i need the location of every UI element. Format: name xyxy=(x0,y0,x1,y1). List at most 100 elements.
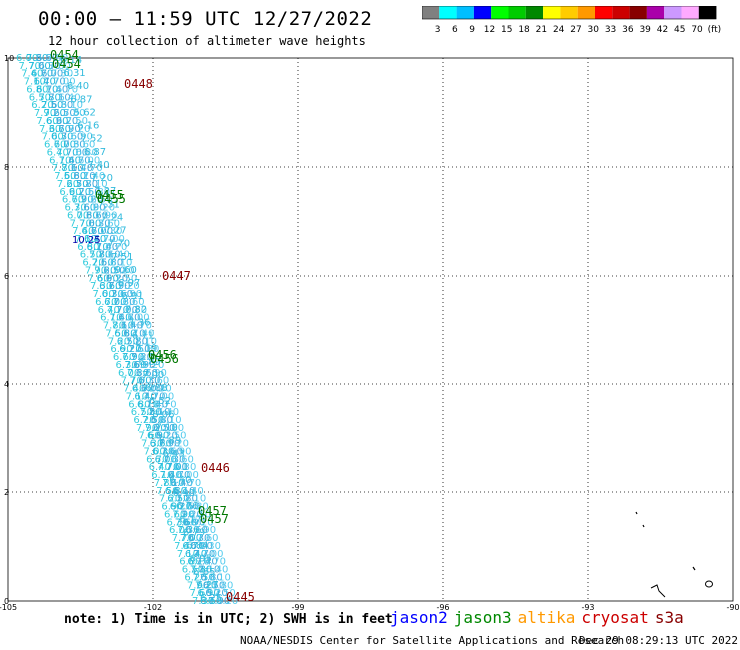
coastline-fragments xyxy=(635,511,713,598)
track-point: 6.80 xyxy=(64,171,86,182)
track-point: 6.50 xyxy=(80,250,102,261)
track-point: 6.20 xyxy=(170,502,192,513)
track-point: 6.00 xyxy=(191,541,213,552)
track-point: 7.00 xyxy=(103,234,125,245)
track-point: 7.70 xyxy=(157,462,179,473)
track-point: 7.20 xyxy=(44,108,66,119)
track-reading: 6.17 xyxy=(180,514,202,525)
track-point: 7.70 xyxy=(80,163,102,174)
track-reading: 6.14 xyxy=(60,55,82,66)
track-point: 7.10 xyxy=(135,336,157,347)
track-reading: 7.82 xyxy=(125,304,147,315)
track-point: 7.20 xyxy=(167,439,189,450)
track-reading: 6.40 xyxy=(67,81,89,92)
track-reading: 7.24 xyxy=(101,212,123,223)
track-point: 6.60 xyxy=(86,210,108,221)
track-point: 7.80 xyxy=(103,321,125,332)
track-point: 7.10 xyxy=(177,549,199,560)
track-point: 7.00 xyxy=(116,305,138,316)
generated-date: Dec 29 08:29:13 UTC 2022 xyxy=(579,634,738,647)
track-point: 6.00 xyxy=(78,155,100,166)
track-point: 6.50 xyxy=(53,108,75,119)
track-point: 6.10 xyxy=(87,242,109,253)
track-reading: 7.01 xyxy=(166,462,188,473)
track-point: 7.80 xyxy=(126,336,148,347)
track-point: 7.90 xyxy=(71,195,93,206)
track-point: 7.30 xyxy=(192,596,214,607)
track-point: 7.50 xyxy=(115,273,137,284)
track-point: 7.40 xyxy=(109,313,131,324)
track-point: 6.20 xyxy=(206,588,228,599)
track-point: 6.00 xyxy=(169,525,191,536)
track-reading: 7.20 xyxy=(91,173,113,184)
track-point: 7.60 xyxy=(87,273,109,284)
track-point: 7.60 xyxy=(124,360,146,371)
track-point: 7.00 xyxy=(166,462,188,473)
track-point: 6.60 xyxy=(136,368,158,379)
track-point: 7.30 xyxy=(113,297,135,308)
track-point: 6.10 xyxy=(173,486,195,497)
colorbar-label: 70 xyxy=(691,25,703,35)
wave-height-colorbar: 3 6 9 12 15 18 21 24 27 30 33 36 39 42 45 70 (ft) xyxy=(422,6,721,35)
track-point: 6.80 xyxy=(128,399,150,410)
track-reading: 6.06 xyxy=(152,409,174,420)
track-point: 7.60 xyxy=(189,588,211,599)
track-point: 6.00 xyxy=(141,384,163,395)
track-point: 7.10 xyxy=(85,179,107,190)
track-point: 6.10 xyxy=(187,557,209,568)
track-point: 7.00 xyxy=(144,446,166,457)
track-point: 6.60 xyxy=(164,509,186,520)
track-point: 7.00 xyxy=(201,549,223,560)
track-point: 6.20 xyxy=(106,273,128,284)
track-point: 6.00 xyxy=(118,368,140,379)
track-point: 7.20 xyxy=(131,352,153,363)
track-reading: 6.27 xyxy=(197,580,219,591)
track-point: 6.90 xyxy=(161,502,183,513)
track-point: 6.90 xyxy=(83,203,105,214)
satellite-legend: jason2 jason3 altika cryosat s3a xyxy=(390,608,690,627)
track-point: 7.10 xyxy=(24,77,46,88)
colorbar-label: 15 xyxy=(501,25,512,35)
track-point: 7.50 xyxy=(78,187,100,198)
track-point: 7.40 xyxy=(174,541,196,552)
track-point: 6.00 xyxy=(54,140,76,151)
track-point: 6.90 xyxy=(59,187,81,198)
track-point: 6.40 xyxy=(84,234,106,245)
track-reading: 6.79 xyxy=(183,527,205,538)
track-point: 6.40 xyxy=(157,407,179,418)
track-point: 7.50 xyxy=(164,431,186,442)
track-point: 7.60 xyxy=(196,533,218,544)
legend-cryosat: cryosat xyxy=(581,608,649,627)
x-tick-label: -102 xyxy=(144,603,162,612)
track-point: 6.80 xyxy=(114,328,136,339)
track-point: 6.50 xyxy=(90,195,112,206)
track-point: 7.50 xyxy=(192,572,214,583)
track-point: 7.70 xyxy=(130,321,152,332)
track-point: 6.40 xyxy=(34,77,56,88)
track-reading: 6.16 xyxy=(77,121,99,132)
colorbar-label: 12 xyxy=(484,25,495,35)
track-point: 6.30 xyxy=(166,517,188,528)
time-label: 0456 xyxy=(150,352,179,366)
colorbar-swatch xyxy=(646,6,665,19)
track-point: 6.50 xyxy=(167,494,189,505)
track-point: 6.50 xyxy=(117,336,139,347)
track-point: 6.60 xyxy=(113,352,135,363)
track-point: 6.70 xyxy=(182,541,204,552)
track-point: 7.10 xyxy=(61,163,83,174)
legend-s3a: s3a xyxy=(654,608,684,627)
track-reading: 6.91 xyxy=(121,291,143,302)
track-reading: 6.87 xyxy=(84,147,106,158)
track-reading: 7.36 xyxy=(128,317,150,328)
track-point: 6.40 xyxy=(134,391,156,402)
track-point: 7.00 xyxy=(152,391,174,402)
y-tick-label: 10 xyxy=(4,54,14,63)
track-reading: 7.31 xyxy=(98,199,120,210)
track-point: 6.20 xyxy=(119,344,141,355)
track-point: 6.30 xyxy=(138,376,160,387)
track-point: 7.50 xyxy=(92,258,114,269)
track-point: 7.60 xyxy=(98,218,120,229)
track-point: 6.50 xyxy=(66,179,88,190)
track-point: 7.90 xyxy=(58,124,80,135)
track-point: 7.80 xyxy=(162,423,184,434)
